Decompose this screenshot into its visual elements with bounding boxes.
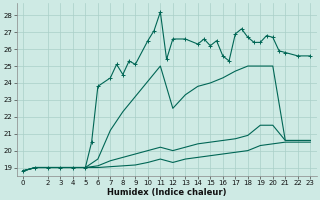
X-axis label: Humidex (Indice chaleur): Humidex (Indice chaleur): [107, 188, 226, 197]
